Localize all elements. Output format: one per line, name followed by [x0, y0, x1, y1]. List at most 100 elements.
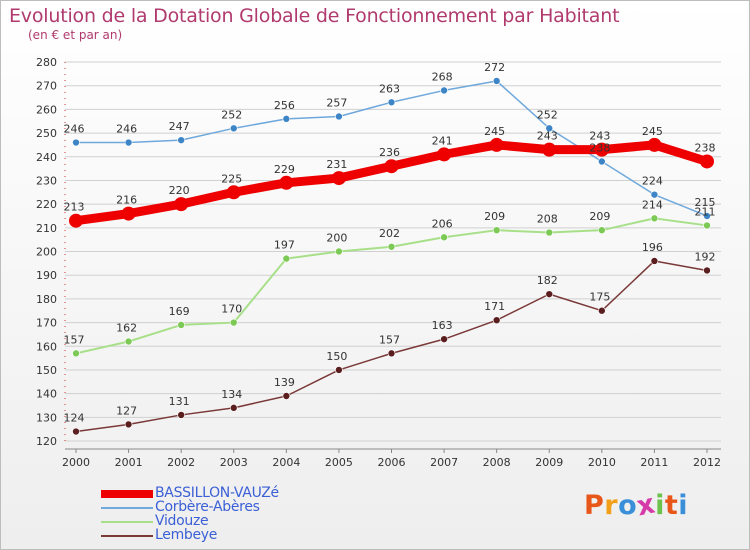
data-label: 256	[274, 99, 295, 112]
x-tick-label: 2008	[483, 456, 511, 469]
data-point	[387, 349, 396, 358]
y-tick-label: 210	[36, 222, 57, 235]
data-label: 263	[379, 82, 400, 95]
y-tick-label: 260	[36, 103, 57, 116]
data-label: 124	[64, 412, 85, 425]
data-label: 229	[274, 163, 295, 176]
data-point	[594, 142, 609, 157]
data-label: 236	[379, 146, 400, 159]
y-tick-label: 130	[36, 411, 57, 424]
data-label: 131	[169, 395, 190, 408]
data-label: 200	[326, 232, 347, 245]
y-tick-label: 190	[36, 269, 57, 282]
data-point	[229, 404, 238, 412]
data-label: 209	[589, 210, 610, 223]
data-label: 171	[484, 300, 505, 313]
data-point	[700, 154, 714, 169]
data-label: 127	[116, 404, 137, 417]
legend-label: Corbère-Abères	[155, 499, 260, 515]
data-label: 238	[695, 141, 716, 154]
proxiti-logo: Proxiti	[584, 488, 688, 522]
legend-swatch	[101, 535, 153, 537]
logo-letter: o	[618, 490, 638, 521]
data-point	[282, 392, 291, 400]
data-point	[331, 171, 346, 186]
legend-swatch	[101, 521, 153, 523]
data-point	[440, 335, 448, 343]
x-tick-label: 2006	[378, 456, 406, 469]
data-label: 231	[326, 158, 347, 171]
data-label: 238	[589, 141, 610, 154]
data-label: 243	[537, 130, 558, 143]
y-tick-label: 220	[36, 198, 57, 211]
legend-item: BASSILLON-VAUZé	[101, 485, 361, 501]
data-point	[598, 306, 606, 315]
data-label: 202	[379, 227, 400, 240]
chart-title: Evolution de la Dotation Globale de Fonc…	[9, 5, 620, 27]
data-point	[650, 214, 659, 223]
data-point	[650, 257, 659, 265]
data-point	[650, 190, 659, 199]
y-tick-label: 180	[36, 293, 57, 306]
data-label: 175	[589, 291, 610, 304]
x-tick-label: 2004	[272, 456, 300, 469]
legend: BASSILLON-VAUZé Corbère-Abères Vidouze Lemb…	[101, 485, 361, 543]
data-label: 225	[221, 172, 242, 185]
data-label: 224	[642, 175, 663, 188]
data-point	[229, 318, 238, 327]
data-label: 252	[537, 108, 558, 121]
y-tick-label: 160	[36, 340, 57, 353]
data-label: 169	[169, 305, 190, 318]
data-point	[177, 411, 185, 419]
data-label: 268	[432, 70, 453, 83]
legend-label: Vidouze	[155, 513, 209, 529]
data-label: 246	[64, 123, 85, 136]
legend-swatch	[101, 490, 153, 498]
data-point	[598, 157, 606, 166]
data-label: 215	[695, 196, 716, 209]
data-point	[335, 112, 343, 121]
data-label: 182	[537, 274, 558, 287]
y-tick-label: 120	[36, 435, 57, 448]
data-label: 162	[116, 322, 137, 335]
data-point	[492, 77, 501, 85]
data-point	[489, 137, 504, 152]
chart-subtitle: (en € et par an)	[28, 28, 123, 42]
legend-item: Lembeye	[101, 527, 361, 543]
data-label: 257	[326, 96, 347, 109]
data-point	[69, 213, 83, 228]
data-point	[647, 137, 662, 152]
legend-label: BASSILLON-VAUZé	[155, 485, 279, 501]
data-point	[282, 115, 291, 123]
data-point	[174, 197, 189, 212]
x-tick-label: 2003	[220, 456, 248, 469]
data-point	[437, 147, 452, 162]
data-point	[177, 321, 185, 329]
y-tick-label: 250	[36, 127, 57, 140]
data-point	[440, 233, 448, 242]
data-point	[282, 254, 291, 263]
data-label: 157	[64, 333, 85, 346]
y-tick-label: 150	[36, 364, 57, 377]
x-tick-label: 2011	[640, 456, 668, 469]
data-point	[72, 349, 80, 358]
data-point	[384, 159, 399, 174]
data-point	[177, 136, 185, 144]
data-point	[335, 247, 343, 256]
data-point	[492, 226, 501, 234]
data-point	[387, 242, 396, 251]
x-tick-label: 2005	[325, 456, 353, 469]
data-label: 214	[642, 198, 663, 211]
legend-item: Vidouze	[101, 513, 361, 529]
data-point	[598, 226, 606, 234]
data-label: 272	[484, 61, 505, 74]
y-tick-label: 240	[36, 151, 57, 164]
data-label: 170	[221, 303, 242, 316]
data-label: 197	[274, 239, 295, 252]
line-chart: 120 130 140 150 160 170 180 190 200 210 220 230 240 2…	[36, 56, 721, 469]
data-label: 196	[642, 241, 663, 254]
y-tick-label: 170	[36, 317, 57, 330]
data-point	[72, 427, 80, 436]
data-label: 245	[642, 125, 663, 138]
data-point	[703, 212, 711, 220]
